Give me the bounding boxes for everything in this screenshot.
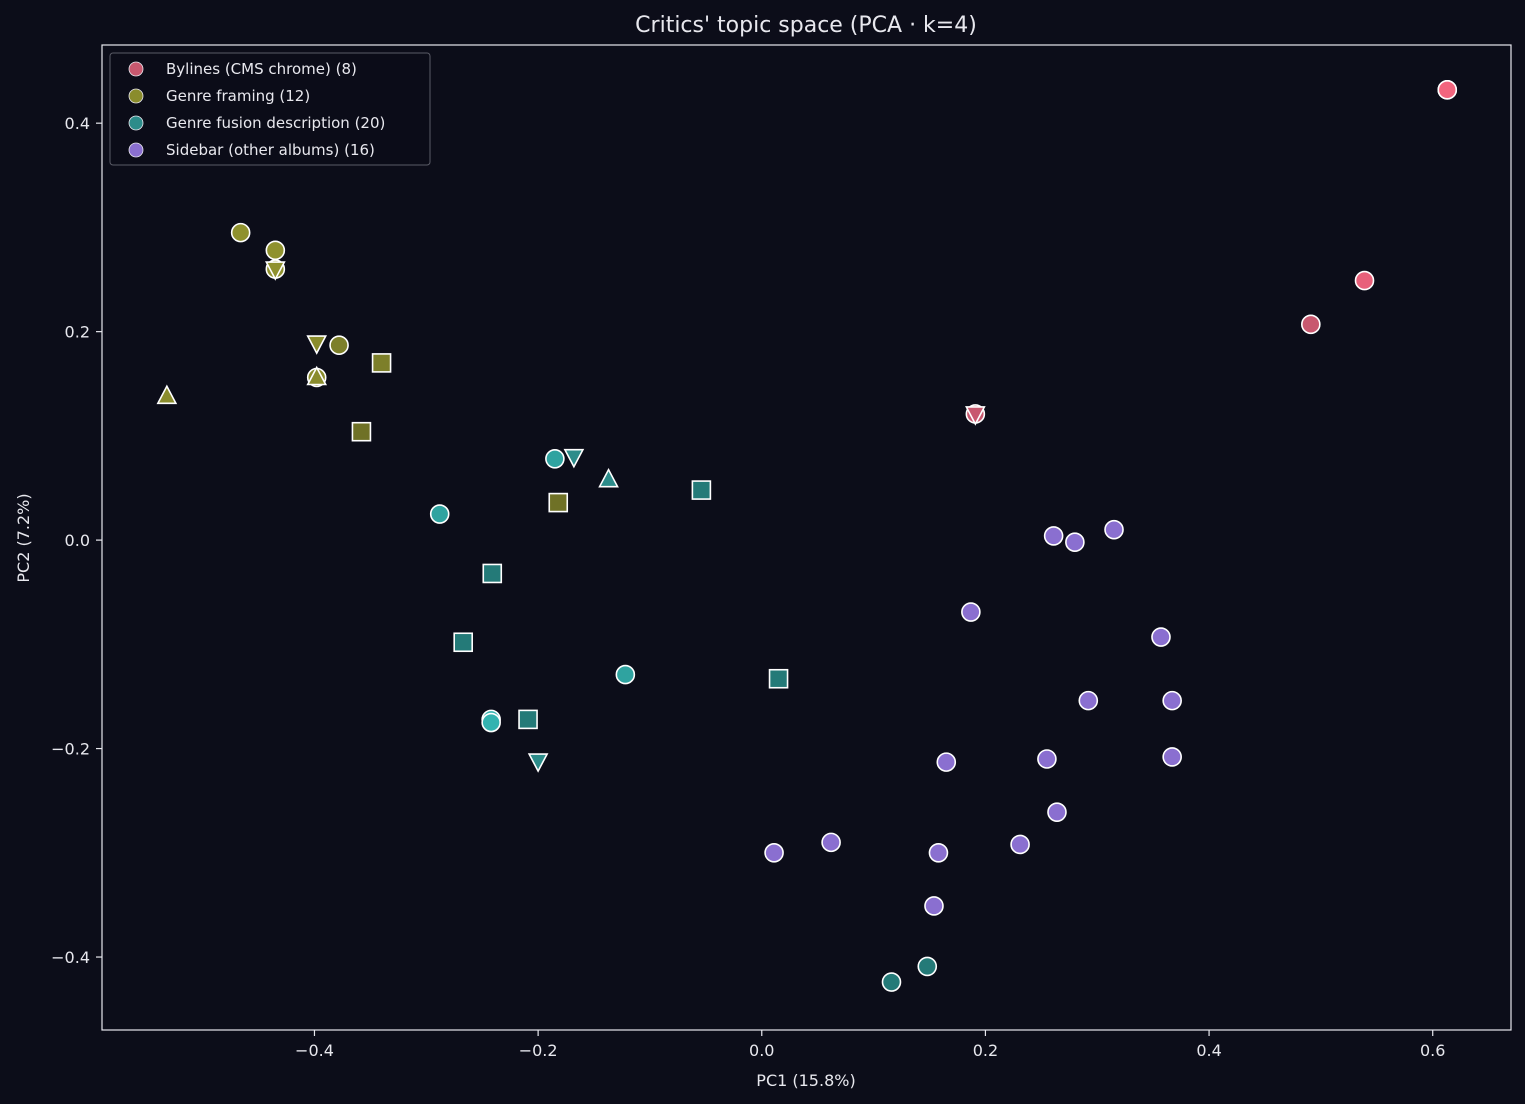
data-point-series-3	[936, 752, 957, 772]
data-point-series-3	[1010, 834, 1030, 855]
y-tick-label: 0.0	[65, 531, 90, 550]
data-point-series-2	[598, 467, 619, 488]
data-point-series-0	[1301, 314, 1321, 335]
legend-box	[109, 52, 431, 166]
data-point-series-3	[1078, 690, 1099, 711]
data-point-series-1	[265, 261, 286, 281]
data-point-series-1	[306, 335, 328, 355]
legend-label: Sidebar (other albums) (16)	[166, 141, 375, 159]
data-point-series-2	[615, 664, 636, 685]
data-point-series-2	[481, 712, 501, 733]
data-point-series-2	[429, 504, 450, 524]
legend-marker	[128, 142, 144, 158]
data-point-series-3	[1104, 519, 1124, 540]
y-axis-label: PC2 (7.2%)	[14, 493, 33, 582]
y-tick-label: −0.4	[51, 948, 90, 967]
data-point-series-2	[518, 709, 538, 730]
data-point-series-1	[156, 384, 178, 405]
legend-label: Genre framing (12)	[166, 87, 310, 105]
x-tick-label: 0.6	[1420, 1041, 1445, 1060]
legend-marker	[128, 88, 144, 104]
legend-marker	[128, 115, 144, 131]
data-point-series-2	[881, 972, 902, 992]
data-point-series-3	[1065, 532, 1085, 552]
legend-marker	[128, 61, 144, 77]
legend-label: Genre fusion description (20)	[166, 114, 385, 132]
data-point-series-3	[928, 843, 949, 863]
y-tick-label: −0.2	[51, 740, 90, 759]
x-axis: −0.4 −0.2 0.0 0.2 0.4 0.6	[295, 1030, 1445, 1060]
data-point-series-1	[351, 421, 372, 442]
data-point-series-3	[821, 832, 841, 853]
x-axis-label: PC1 (15.8%)	[756, 1071, 855, 1090]
data-point-series-3	[1162, 747, 1182, 767]
data-point-series-3	[1151, 627, 1171, 647]
data-point-series-2	[482, 563, 503, 584]
x-tick-label: 0.2	[973, 1041, 998, 1060]
data-point-series-0	[1354, 270, 1375, 291]
data-point-series-2	[768, 668, 789, 689]
data-point-series-3	[924, 896, 944, 916]
chart-title: Critics' topic space (PCA · k=4)	[635, 13, 977, 38]
data-point-series-1	[265, 240, 286, 261]
data-point-series-1	[371, 353, 392, 373]
data-point-series-2	[691, 480, 712, 500]
data-points	[156, 80, 1458, 992]
y-tick-label: 0.4	[65, 114, 90, 133]
legend-label: Bylines (CMS chrome) (8)	[166, 60, 357, 78]
data-point-series-2	[545, 449, 565, 469]
x-tick-label: 0.0	[749, 1041, 774, 1060]
data-point-series-2	[453, 632, 473, 653]
data-point-series-2	[917, 956, 938, 977]
x-tick-label: 0.4	[1196, 1041, 1221, 1060]
x-tick-label: −0.2	[519, 1041, 558, 1060]
y-axis: −0.4 −0.2 0.0 0.2 0.4	[51, 114, 102, 967]
data-point-series-3	[1037, 749, 1057, 769]
data-point-series-0	[965, 406, 986, 426]
plot-area-frame	[101, 44, 1512, 1031]
data-point-series-2	[563, 448, 585, 469]
x-tick-label: −0.4	[295, 1041, 334, 1060]
data-point-series-3	[1043, 526, 1064, 546]
data-point-series-1	[306, 365, 328, 386]
y-tick-label: 0.2	[65, 323, 90, 342]
data-point-series-3	[1162, 690, 1182, 711]
data-point-series-2	[527, 753, 549, 773]
data-point-series-0	[1437, 80, 1458, 100]
data-point-series-3	[961, 602, 981, 622]
data-point-series-3	[764, 843, 784, 863]
data-point-series-1	[548, 492, 569, 513]
data-point-series-1	[230, 222, 251, 243]
data-point-series-1	[329, 335, 349, 355]
data-point-series-3	[1047, 802, 1067, 822]
legend: Bylines (CMS chrome) (8) Genre framing (1…	[109, 52, 431, 166]
